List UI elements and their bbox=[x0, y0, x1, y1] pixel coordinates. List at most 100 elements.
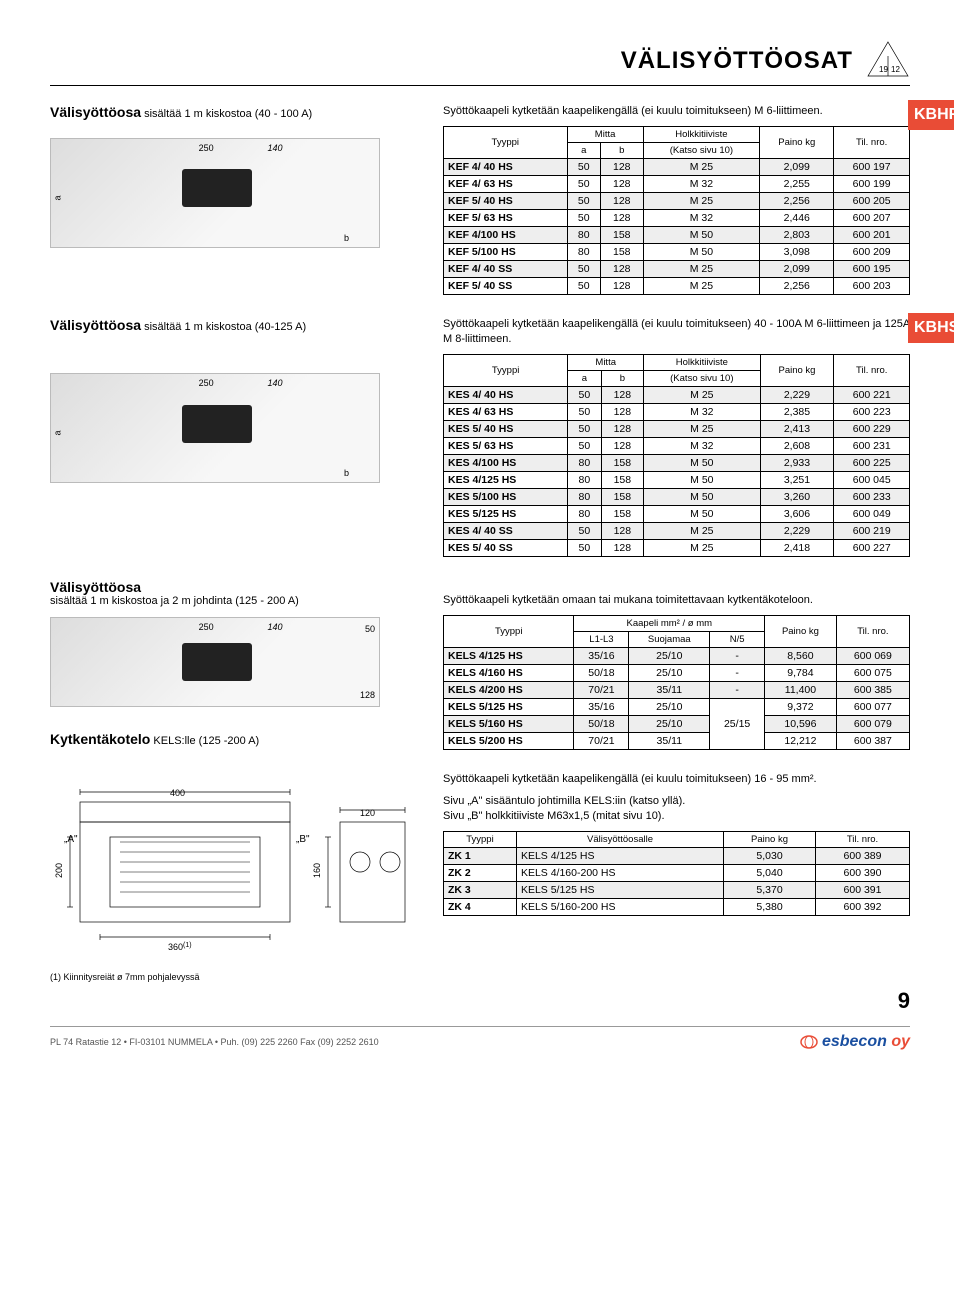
cell-s: 25/10 bbox=[629, 648, 710, 665]
dim-label: a bbox=[53, 195, 63, 200]
dim-label: b bbox=[344, 233, 349, 243]
zk-desc3: Sivu „B" holkkitiiviste M63x1,5 (mitat s… bbox=[443, 809, 910, 823]
cell-paino: 9,784 bbox=[765, 665, 837, 682]
cell-s: 25/10 bbox=[629, 716, 710, 733]
th-a: a bbox=[568, 370, 601, 386]
cell-til: 600 075 bbox=[836, 665, 909, 682]
cell-n5: - bbox=[710, 648, 765, 665]
th-tyyppi: Tyyppi bbox=[444, 354, 568, 386]
th-til: Til. nro. bbox=[834, 354, 910, 386]
cell-holkki: M 25 bbox=[643, 159, 760, 176]
dim-label: 140 bbox=[267, 622, 282, 632]
cell-n5: - bbox=[710, 665, 765, 682]
cell-holkki: M 32 bbox=[644, 437, 760, 454]
th-holkki: Holkkitiiviste bbox=[644, 354, 760, 370]
cell-til: 600 079 bbox=[836, 716, 909, 733]
cell-tyyppi: ZK 2 bbox=[444, 865, 517, 882]
cell-paino: 12,212 bbox=[765, 733, 837, 750]
cell-holkki: M 25 bbox=[644, 539, 760, 556]
cell-paino: 2,446 bbox=[760, 210, 834, 227]
table-row: KES 4/ 40 SS50128M 252,229600 219 bbox=[444, 522, 910, 539]
cell-til: 600 197 bbox=[834, 159, 910, 176]
cell-b: 128 bbox=[600, 261, 643, 278]
cell-l: 70/21 bbox=[574, 733, 629, 750]
cell-paino: 5,380 bbox=[724, 899, 816, 916]
cell-a: 50 bbox=[567, 210, 600, 227]
table-row: KES 5/ 40 SS50128M 252,418600 227 bbox=[444, 539, 910, 556]
cell-b: 128 bbox=[600, 176, 643, 193]
th-til: Til. nro. bbox=[834, 127, 910, 159]
cell-paino: 9,372 bbox=[765, 699, 837, 716]
th-val: Välisyöttöosalle bbox=[516, 832, 723, 848]
cell-paino: 2,099 bbox=[760, 261, 834, 278]
dim-label: 128 bbox=[360, 690, 375, 700]
cell-til: 600 385 bbox=[836, 682, 909, 699]
dim-label: 50 bbox=[365, 624, 375, 634]
kbhs-desc: Syöttökaapeli kytketään kaapelikengällä … bbox=[443, 317, 910, 346]
table-row: KES 5/125 HS80158M 503,606600 049 bbox=[444, 505, 910, 522]
cell-tyyppi: KEF 4/ 63 HS bbox=[444, 176, 568, 193]
cell-b: 128 bbox=[600, 159, 643, 176]
page-footer: PL 74 Ratastie 12 • FI-03101 NUMMELA • P… bbox=[50, 1026, 910, 1051]
cell-holkki: M 50 bbox=[644, 488, 760, 505]
table-row: KES 5/ 63 HS50128M 322,608600 231 bbox=[444, 437, 910, 454]
section-kels: Välisyöttöosa sisältää 1 m kiskostoa ja … bbox=[50, 579, 910, 750]
th-l1l3: L1-L3 bbox=[574, 632, 629, 648]
cell-tyyppi: KEF 5/100 HS bbox=[444, 244, 568, 261]
cell-holkki: M 50 bbox=[643, 227, 760, 244]
cell-a: 50 bbox=[567, 261, 600, 278]
cell-holkki: M 50 bbox=[644, 454, 760, 471]
th-tyyppi: Tyyppi bbox=[444, 616, 574, 648]
th-suoj: Suojamaa bbox=[629, 632, 710, 648]
kbhs-product-image: 250 140 a b bbox=[50, 373, 380, 483]
cell-a: 50 bbox=[568, 420, 601, 437]
cell-a: 80 bbox=[568, 488, 601, 505]
kels-desc: Syöttökaapeli kytketään omaan tai mukana… bbox=[443, 593, 910, 607]
cell-til: 600 077 bbox=[836, 699, 909, 716]
cell-tyyppi: KEF 4/100 HS bbox=[444, 227, 568, 244]
kels-table: Tyyppi Kaapeli mm² / ø mm Paino kg Til. … bbox=[443, 615, 910, 750]
dim-label: b bbox=[344, 468, 349, 478]
dim-label: 250 bbox=[199, 378, 214, 388]
cell-b: 158 bbox=[600, 244, 643, 261]
page-title: VÄLISYÖTTÖOSAT bbox=[621, 47, 853, 75]
cell-paino: 8,560 bbox=[765, 648, 837, 665]
cell-paino: 2,256 bbox=[760, 278, 834, 295]
cell-til: 600 195 bbox=[834, 261, 910, 278]
table-row: KEF 5/100 HS80158M 503,098600 209 bbox=[444, 244, 910, 261]
table-row: KEF 5/ 63 HS50128M 322,446600 207 bbox=[444, 210, 910, 227]
cell-til: 600 069 bbox=[836, 648, 909, 665]
kbhf-product-image: 250 140 a b bbox=[50, 138, 380, 248]
svg-text:12: 12 bbox=[891, 65, 900, 74]
page-header: VÄLISYÖTTÖOSAT 19 12 bbox=[50, 40, 910, 86]
cell-tyyppi: KES 5/125 HS bbox=[444, 505, 568, 522]
dim-label: 140 bbox=[267, 143, 282, 153]
cell-paino: 3,606 bbox=[760, 505, 834, 522]
table-row: KES 4/125 HS80158M 503,251600 045 bbox=[444, 471, 910, 488]
cell-holkki: M 32 bbox=[643, 176, 760, 193]
cell-til: 600 225 bbox=[834, 454, 910, 471]
dim-label: 140 bbox=[267, 378, 282, 388]
kels-kotelo-heading: Kytkentäkotelo KELS:lle (125 -200 A) bbox=[50, 731, 425, 747]
cell-b: 158 bbox=[601, 505, 644, 522]
table-row: KELS 5/125 HS35/1625/1025/159,372600 077 bbox=[444, 699, 910, 716]
cell-paino: 5,030 bbox=[724, 848, 816, 865]
cell-n5: - bbox=[710, 682, 765, 699]
table-row: KELS 4/160 HS50/1825/10-9,784600 075 bbox=[444, 665, 910, 682]
cell-s: 35/11 bbox=[629, 682, 710, 699]
table-row: KES 4/ 63 HS50128M 322,385600 223 bbox=[444, 403, 910, 420]
page-number: 9 bbox=[50, 988, 910, 1014]
table-row: KEF 5/ 40 HS50128M 252,256600 205 bbox=[444, 193, 910, 210]
table-row: KES 4/ 40 HS50128M 252,229600 221 bbox=[444, 386, 910, 403]
cell-val: KELS 4/125 HS bbox=[516, 848, 723, 865]
section-zk: 400 „A" „B" 360(1) 200 bbox=[50, 772, 910, 952]
table-row: KEF 4/ 40 HS50128M 252,099600 197 bbox=[444, 159, 910, 176]
cell-a: 80 bbox=[568, 454, 601, 471]
cell-paino: 11,400 bbox=[765, 682, 837, 699]
th-holkki-sub: (Katso sivu 10) bbox=[644, 370, 760, 386]
cell-s: 35/11 bbox=[629, 733, 710, 750]
cell-tyyppi: KEF 5/ 63 HS bbox=[444, 210, 568, 227]
cell-tyyppi: KEF 4/ 40 HS bbox=[444, 159, 568, 176]
th-til: Til. nro. bbox=[836, 616, 909, 648]
cell-tyyppi: KES 4/ 63 HS bbox=[444, 403, 568, 420]
